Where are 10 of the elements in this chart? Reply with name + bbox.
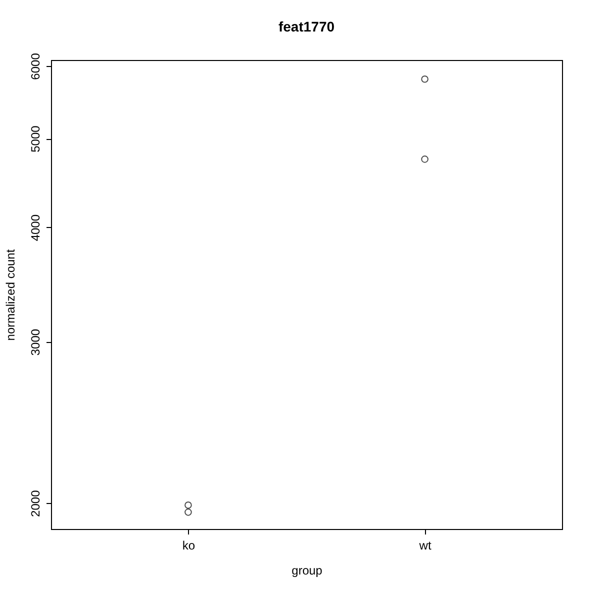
x-tick-label: ko (182, 538, 196, 552)
y-tick-label: 3000 (28, 328, 42, 356)
y-tick-label: 5000 (28, 125, 42, 152)
y-tick-label: 4000 (28, 214, 42, 242)
chart-title: feat1770 (278, 18, 335, 35)
x-axis-title: group (292, 564, 323, 578)
x-tick-label: wt (418, 538, 432, 552)
y-tick-label: 2000 (28, 490, 42, 517)
y-tick-label: 6000 (28, 52, 42, 80)
y-axis-title: normalized count (4, 248, 18, 341)
